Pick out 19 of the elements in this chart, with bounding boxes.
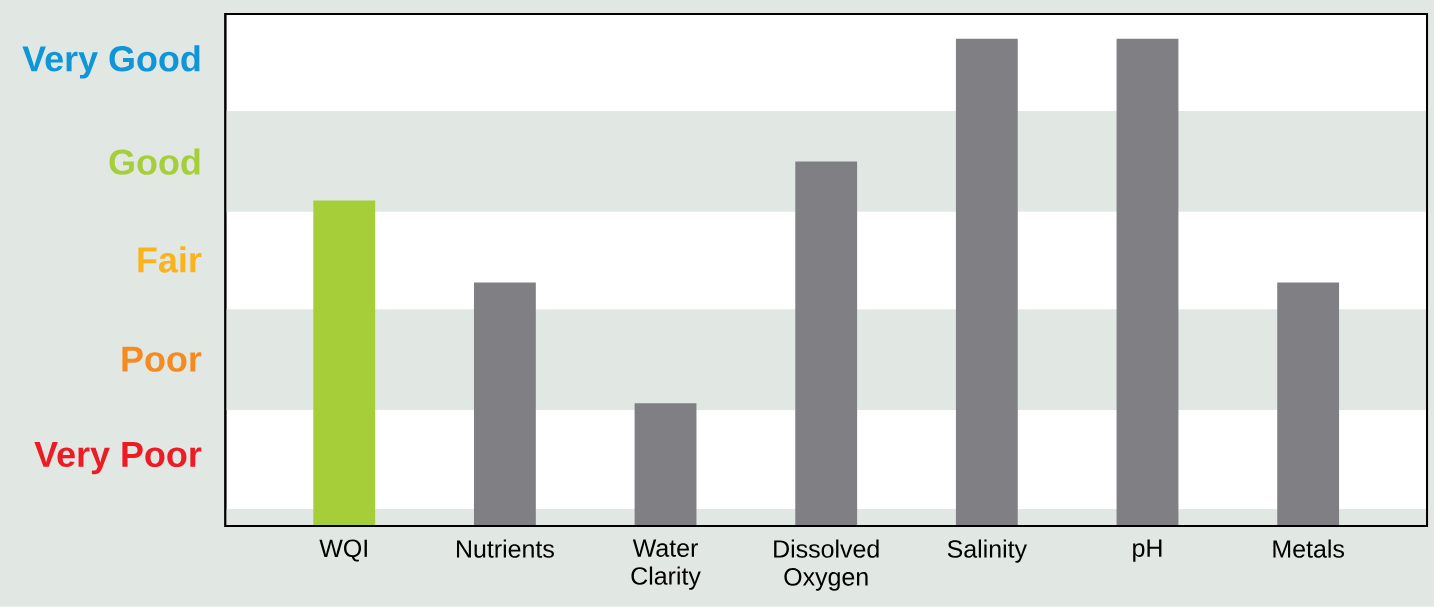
x-tick-label: Nutrients	[457, 539, 554, 558]
text: Very Poor	[34, 442, 202, 475]
x-tick-label: Dissolved Oxygen	[774, 539, 879, 591]
x-tick-label: Water Clarity	[631, 539, 701, 590]
bar	[795, 161, 858, 527]
bar	[313, 200, 376, 527]
bar	[634, 403, 697, 527]
x-tick-label: WQI	[319, 539, 367, 562]
text: Very Good	[22, 45, 200, 79]
text: Fair	[138, 246, 202, 273]
text: Poor	[122, 346, 202, 372]
bar	[1116, 38, 1179, 527]
text: Good	[109, 148, 200, 175]
bar	[1277, 282, 1340, 527]
bar	[955, 38, 1018, 527]
x-tick-label: pH	[1133, 539, 1162, 562]
x-tick-label: Salinity	[947, 539, 1027, 563]
x-tick-label: Metals	[1273, 539, 1344, 558]
bar	[473, 282, 536, 527]
